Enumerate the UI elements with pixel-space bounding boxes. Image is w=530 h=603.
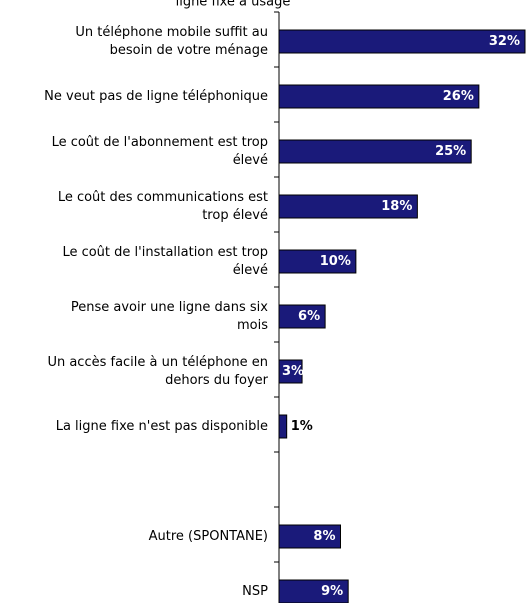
value-label: 6% — [298, 309, 320, 324]
category-label-line: élevé — [233, 153, 268, 168]
value-label: 18% — [381, 199, 412, 214]
value-label: 32% — [489, 34, 520, 49]
category-label: Ne veut pas de ligne téléphonique — [44, 89, 268, 104]
category-label-line: Le coût de l'installation est trop — [62, 245, 268, 260]
bars-group — [278, 29, 526, 603]
category-label-line: trop élevé — [202, 208, 268, 223]
bar — [278, 29, 526, 54]
value-label: 1% — [291, 419, 313, 434]
category-label: Le coût des communications est trop élevé — [58, 190, 268, 223]
category-label-line: NSP — [242, 584, 268, 599]
category-label-line: Pense avoir une ligne dans six — [71, 300, 268, 315]
category-label: Un accès facile à un téléphone en dehors … — [47, 355, 268, 388]
value-label: 10% — [320, 254, 351, 269]
category-label-line: mois — [237, 318, 268, 333]
category-label-line: Le coût de l'abonnement est trop — [52, 135, 268, 150]
value-label: 26% — [443, 89, 474, 104]
category-label-line: besoin de votre ménage — [110, 43, 268, 58]
bar — [278, 194, 418, 219]
bar — [278, 304, 326, 329]
category-label: La ligne fixe n'est pas disponible — [56, 419, 268, 434]
chart-title-fragment: ligne fixe à usage — [176, 0, 291, 10]
category-label-line: Ne veut pas de ligne téléphonique — [44, 89, 268, 104]
category-label-line: Autre (SPONTANE) — [149, 529, 268, 544]
y-axis-ticks — [274, 11, 279, 563]
category-label: Un téléphone mobile suffit au besoin de v… — [75, 25, 268, 58]
bar — [278, 139, 472, 164]
value-label: 8% — [313, 529, 335, 544]
value-labels-group: 32% 26% 25% 18% 10% 6% 3% 1% 8% 9% — [282, 34, 520, 599]
category-label-line: élevé — [233, 263, 268, 278]
category-labels-group: Un téléphone mobile suffit au besoin de v… — [44, 25, 269, 599]
bar — [278, 84, 480, 109]
category-label: NSP — [242, 584, 268, 599]
bar — [278, 414, 288, 439]
bar — [278, 249, 357, 274]
value-label: 9% — [321, 584, 343, 599]
value-label: 3% — [282, 364, 304, 379]
bar — [278, 524, 341, 549]
category-label-line: dehors du foyer — [165, 373, 269, 388]
category-label-line: Un accès facile à un téléphone en — [47, 355, 268, 370]
bar — [278, 579, 349, 603]
category-label: Autre (SPONTANE) — [149, 529, 268, 544]
category-label: Pense avoir une ligne dans six mois — [71, 300, 268, 333]
category-label-line: La ligne fixe n'est pas disponible — [56, 419, 268, 434]
category-label-line: Le coût des communications est — [58, 190, 268, 205]
value-label: 25% — [435, 144, 466, 159]
bar — [278, 359, 303, 384]
category-label: Le coût de l'installation est trop élevé — [62, 245, 268, 278]
category-label: Le coût de l'abonnement est trop élevé — [52, 135, 268, 168]
category-label-line: Un téléphone mobile suffit au — [75, 25, 268, 40]
